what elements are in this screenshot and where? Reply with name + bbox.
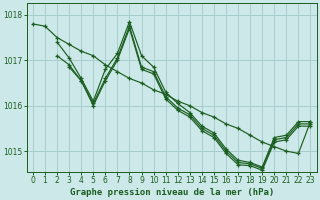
X-axis label: Graphe pression niveau de la mer (hPa): Graphe pression niveau de la mer (hPa) — [69, 188, 274, 197]
